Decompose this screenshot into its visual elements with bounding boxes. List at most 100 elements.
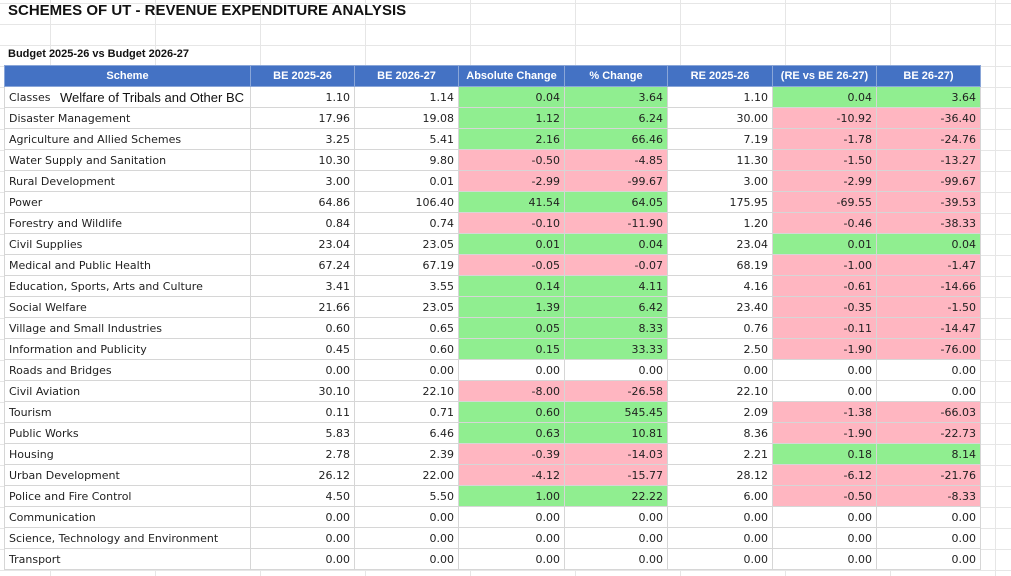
cell-percent-change[interactable]: -11.90 [564,212,668,234]
cell-be-26-27-pct[interactable]: 0.04 [876,233,981,255]
cell-absolute-change[interactable]: 0.00 [458,359,565,381]
cell-absolute-change[interactable]: -0.05 [458,254,565,276]
cell-scheme[interactable]: Agriculture and Allied Schemes [4,128,251,150]
cell-be-2026-27[interactable]: 6.46 [354,422,459,444]
cell-be-2025-26[interactable]: 67.24 [250,254,355,276]
cell-be-2025-26[interactable]: 26.12 [250,464,355,486]
cell-be-2025-26[interactable]: 17.96 [250,107,355,129]
header-be-26-27-pct[interactable]: BE 26-27) [876,65,981,87]
cell-absolute-change[interactable]: 0.14 [458,275,565,297]
cell-be-26-27-pct[interactable]: -1.47 [876,254,981,276]
cell-absolute-change[interactable]: 1.00 [458,485,565,507]
cell-be-26-27-pct[interactable]: 3.64 [876,86,981,108]
cell-be-2026-27[interactable]: 0.71 [354,401,459,423]
cell-be-2025-26[interactable]: 4.50 [250,485,355,507]
cell-re-vs-be[interactable]: -69.55 [772,191,877,213]
cell-re-vs-be[interactable]: 0.00 [772,506,877,528]
cell-be-2026-27[interactable]: 0.74 [354,212,459,234]
cell-percent-change[interactable]: 0.00 [564,506,668,528]
cell-be-26-27-pct[interactable]: 8.14 [876,443,981,465]
cell-be-2025-26[interactable]: 3.00 [250,170,355,192]
cell-re-2025-26[interactable]: 23.04 [667,233,773,255]
header-absolute-change[interactable]: Absolute Change [458,65,565,87]
sheet-title[interactable]: SCHEMES OF UT - REVENUE EXPENDITURE ANAL… [8,2,407,19]
cell-re-vs-be[interactable]: -2.99 [772,170,877,192]
cell-be-2026-27[interactable]: 2.39 [354,443,459,465]
cell-re-vs-be[interactable]: -1.50 [772,149,877,171]
cell-scheme[interactable]: Village and Small Industries [4,317,251,339]
cell-percent-change[interactable]: 0.00 [564,527,668,549]
cell-re-2025-26[interactable]: 3.00 [667,170,773,192]
cell-percent-change[interactable]: 0.04 [564,233,668,255]
cell-percent-change[interactable]: 66.46 [564,128,668,150]
cell-be-26-27-pct[interactable]: 0.00 [876,527,981,549]
cell-re-2025-26[interactable]: 8.36 [667,422,773,444]
header-be-2026-27[interactable]: BE 2026-27 [354,65,459,87]
cell-re-vs-be[interactable]: -0.46 [772,212,877,234]
cell-be-2026-27[interactable]: 3.55 [354,275,459,297]
cell-re-vs-be[interactable]: -10.92 [772,107,877,129]
cell-scheme[interactable]: Power [4,191,251,213]
cell-percent-change[interactable]: -15.77 [564,464,668,486]
header-scheme[interactable]: Scheme [4,65,251,87]
cell-be-26-27-pct[interactable]: 0.00 [876,548,981,570]
cell-be-2025-26[interactable]: 5.83 [250,422,355,444]
cell-re-vs-be[interactable]: -0.11 [772,317,877,339]
header-re-2025-26[interactable]: RE 2025-26 [667,65,773,87]
cell-scheme[interactable]: Education, Sports, Arts and Culture [4,275,251,297]
cell-be-26-27-pct[interactable]: -36.40 [876,107,981,129]
cell-re-2025-26[interactable]: 6.00 [667,485,773,507]
cell-be-2025-26[interactable]: 0.00 [250,548,355,570]
cell-percent-change[interactable]: 0.00 [564,548,668,570]
cell-be-26-27-pct[interactable]: -24.76 [876,128,981,150]
cell-be-2026-27[interactable]: 19.08 [354,107,459,129]
cell-scheme[interactable]: Social Welfare [4,296,251,318]
cell-scheme[interactable]: Water Supply and Sanitation [4,149,251,171]
cell-re-vs-be[interactable]: -1.78 [772,128,877,150]
cell-re-2025-26[interactable]: 22.10 [667,380,773,402]
cell-be-2026-27[interactable]: 22.10 [354,380,459,402]
cell-be-2026-27[interactable]: 0.00 [354,527,459,549]
cell-percent-change[interactable]: 6.24 [564,107,668,129]
cell-be-2026-27[interactable]: 5.41 [354,128,459,150]
cell-percent-change[interactable]: 6.42 [564,296,668,318]
cell-be-26-27-pct[interactable]: 0.00 [876,380,981,402]
cell-absolute-change[interactable]: 2.16 [458,128,565,150]
overflow-cell-text[interactable]: Welfare of Tribals and Other BC [60,90,245,105]
cell-be-2026-27[interactable]: 23.05 [354,296,459,318]
cell-percent-change[interactable]: 8.33 [564,317,668,339]
cell-be-26-27-pct[interactable]: -99.67 [876,170,981,192]
cell-re-2025-26[interactable]: 0.76 [667,317,773,339]
cell-percent-change[interactable]: -99.67 [564,170,668,192]
cell-percent-change[interactable]: -26.58 [564,380,668,402]
cell-percent-change[interactable]: 4.11 [564,275,668,297]
cell-absolute-change[interactable]: -0.10 [458,212,565,234]
cell-be-2025-26[interactable]: 1.10 [250,86,355,108]
cell-re-2025-26[interactable]: 0.00 [667,359,773,381]
cell-percent-change[interactable]: 10.81 [564,422,668,444]
cell-be-2026-27[interactable]: 23.05 [354,233,459,255]
cell-be-2025-26[interactable]: 23.04 [250,233,355,255]
cell-be-2026-27[interactable]: 0.65 [354,317,459,339]
cell-absolute-change[interactable]: 0.60 [458,401,565,423]
cell-absolute-change[interactable]: 1.39 [458,296,565,318]
cell-percent-change[interactable]: -14.03 [564,443,668,465]
cell-re-vs-be[interactable]: -1.90 [772,422,877,444]
cell-re-vs-be[interactable]: 0.04 [772,86,877,108]
cell-re-vs-be[interactable]: -0.35 [772,296,877,318]
cell-percent-change[interactable]: -4.85 [564,149,668,171]
cell-be-2026-27[interactable]: 0.60 [354,338,459,360]
cell-re-2025-26[interactable]: 2.21 [667,443,773,465]
cell-be-2026-27[interactable]: 22.00 [354,464,459,486]
cell-re-vs-be[interactable]: -6.12 [772,464,877,486]
cell-re-2025-26[interactable]: 2.50 [667,338,773,360]
cell-scheme[interactable]: Civil Supplies [4,233,251,255]
cell-scheme[interactable]: Tourism [4,401,251,423]
cell-re-2025-26[interactable]: 7.19 [667,128,773,150]
cell-percent-change[interactable]: 64.05 [564,191,668,213]
cell-be-2025-26[interactable]: 64.86 [250,191,355,213]
cell-absolute-change[interactable]: 0.00 [458,548,565,570]
cell-be-2025-26[interactable]: 0.00 [250,527,355,549]
cell-absolute-change[interactable]: 0.01 [458,233,565,255]
cell-re-vs-be[interactable]: -0.61 [772,275,877,297]
